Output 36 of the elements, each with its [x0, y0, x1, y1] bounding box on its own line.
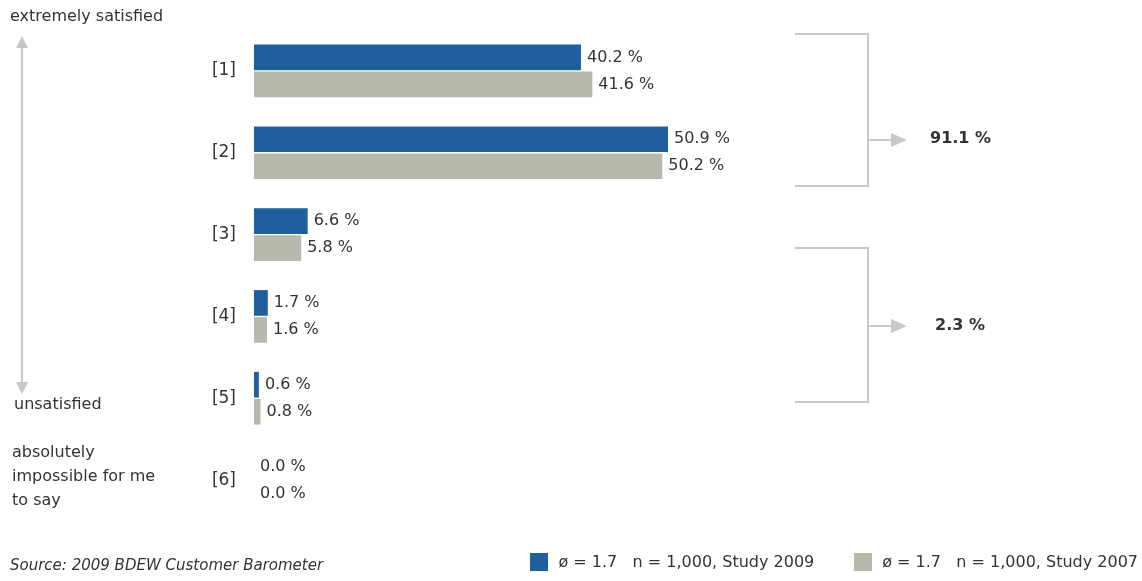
- y-tick-label: [6]: [211, 468, 236, 489]
- data-label: 41.6 %: [598, 73, 655, 93]
- legend-label: ø = 1.7 n = 1,000, Study 2009: [558, 552, 815, 571]
- data-label: 0.0 %: [260, 482, 306, 502]
- bar: [254, 398, 261, 425]
- data-label: 50.2 %: [668, 155, 725, 175]
- bar: [254, 71, 593, 98]
- data-label: 5.8 %: [307, 237, 353, 257]
- data-label: 0.6 %: [264, 373, 311, 393]
- bar: [254, 290, 268, 316]
- text: 2.3 %: [935, 315, 985, 334]
- text: unsatisfied: [14, 394, 102, 413]
- y-tick-label: [4]: [211, 304, 236, 325]
- text: extremely satisfied: [10, 6, 164, 25]
- legend-label: ø = 1.7 n = 1,000, Study 2007: [882, 552, 1138, 571]
- bar: [254, 371, 259, 398]
- text: absolutely impossible for me to say: [12, 441, 157, 511]
- bar: [254, 235, 302, 261]
- bar: [254, 44, 581, 71]
- bar: [254, 208, 308, 234]
- data-label: 50.9 %: [673, 128, 730, 148]
- data-label: 0.0 %: [260, 455, 306, 475]
- data-label: 1.7 %: [273, 292, 320, 312]
- bar: [254, 317, 268, 343]
- y-tick-label: [3]: [211, 223, 236, 244]
- data-label: 6.6 %: [313, 210, 360, 230]
- text: 91.1 %: [930, 128, 992, 147]
- data-label: 0.8 %: [266, 400, 313, 420]
- bar: [254, 153, 663, 180]
- bar: [254, 126, 668, 153]
- data-label: 1.6 %: [273, 319, 319, 339]
- y-tick-label: [2]: [211, 141, 236, 162]
- data-label: 40.2 %: [586, 46, 643, 66]
- source-note: Source: 2009 BDEW Customer Barometer: [10, 555, 324, 574]
- y-tick-label: [5]: [211, 386, 236, 407]
- y-tick-label: [1]: [211, 59, 236, 80]
